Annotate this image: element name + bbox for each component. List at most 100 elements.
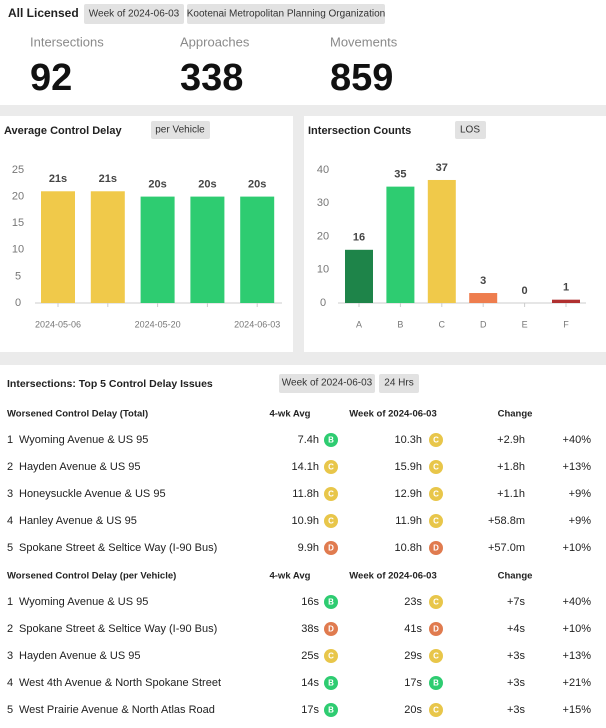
change-value: +57.0m [488,542,525,554]
intersection-name: West Prairie Avenue & North Atlas Road [19,704,215,716]
rank: 5 [7,542,13,554]
table-header: Change [498,571,533,582]
rank: 1 [7,434,13,446]
pill-text[interactable]: Week of 2024-06-03 [282,378,373,389]
pill[interactable] [151,121,210,139]
x-tick-label: 2024-05-20 [135,319,181,329]
avg-value: 14.1h [291,461,319,473]
avg-value: 11.8h [292,488,319,500]
avg-value: 16s [301,596,319,608]
los-letter: B [328,679,334,688]
value-label: 20s [148,179,166,191]
avg-value: 14s [301,677,319,689]
intersection-name: West 4th Avenue & North Spokane Street [19,677,221,689]
intersection-name: Spokane Street & Seltice Way (I-90 Bus) [19,623,217,635]
avg-value: 9.9h [298,542,319,554]
los-badge [429,703,443,717]
rank: 1 [7,596,13,608]
x-tick-label: F [563,319,569,329]
change-pct: +40% [563,596,592,608]
los-badge [429,541,443,555]
stat-value: 859 [330,57,393,99]
pill[interactable] [84,4,184,24]
value-label: 37 [436,162,448,174]
bar [386,186,415,303]
pill-text[interactable]: Kootenai Metropolitan Planning Organizat… [187,9,385,20]
los-letter: B [328,706,334,715]
pill[interactable] [279,374,375,393]
los-badge [429,460,443,474]
los-letter: C [328,517,334,526]
y-tick-label: 0 [15,297,21,309]
table-header: 4-wk Avg [269,409,310,420]
y-tick-label: 20 [317,230,329,242]
bar [190,196,225,303]
y-tick-label: 10 [12,244,24,256]
intersection-name: Wyoming Avenue & US 95 [19,434,148,446]
los-letter: D [433,544,439,553]
change-value: +4s [507,623,526,635]
pill[interactable] [379,374,419,393]
pill[interactable] [187,4,385,24]
change-pct: +9% [569,515,592,527]
los-badge [324,514,338,528]
rank: 4 [7,677,13,689]
change-value: +2.9h [497,434,525,446]
intersection-name: Hayden Avenue & US 95 [19,461,141,473]
bar [469,293,498,303]
value-label: 21s [99,173,117,185]
los-badge [324,676,338,690]
avg-value: 17s [301,704,319,716]
los-badge [324,487,338,501]
change-pct: +10% [563,542,592,554]
value-label: 21s [49,173,67,185]
x-tick-label: E [522,319,528,329]
intersection-name: Wyoming Avenue & US 95 [19,596,148,608]
issues-panel [0,365,606,728]
change-value: +3s [507,677,526,689]
week-value: 17s [404,677,422,689]
y-tick-label: 30 [317,197,329,209]
table-header: Week of 2024-06-03 [349,571,437,582]
issues-title: Intersections: Top 5 Control Delay Issue… [7,378,213,390]
change-value: +1.1h [497,488,525,500]
week-value: 12.9h [394,488,422,500]
bar [41,191,75,303]
pill-text[interactable]: LOS [460,125,480,136]
pill-text[interactable]: per Vehicle [155,125,205,136]
los-letter: C [433,598,439,607]
los-badge [429,487,443,501]
stat-value: 338 [180,57,243,99]
stat-value: 92 [30,57,72,99]
y-tick-label: 20 [12,191,24,203]
change-value: +1.8h [497,461,525,473]
change-pct: +40% [563,434,592,446]
value-label: 0 [522,285,528,297]
bar [345,249,373,303]
los-badge [429,595,443,609]
change-pct: +10% [563,623,592,635]
los-badge [429,649,443,663]
pill[interactable] [455,121,486,139]
los-letter: C [433,517,439,526]
los-letter: D [328,625,334,634]
los-badge [324,649,338,663]
change-pct: +9% [569,488,592,500]
los-badge [324,622,338,636]
pill-text[interactable]: Week of 2024-06-03 [89,9,180,20]
change-value: +58.8m [488,515,525,527]
pill-text[interactable]: 24 Hrs [384,378,413,389]
change-pct: +13% [563,461,592,473]
week-value: 23s [404,596,422,608]
table-header: Week of 2024-06-03 [349,409,437,420]
week-value: 10.3h [394,434,422,446]
los-badge [324,433,338,447]
y-tick-label: 10 [317,264,329,276]
change-value: +7s [507,596,526,608]
los-letter: B [328,598,334,607]
x-tick-label: B [397,319,403,329]
los-letter: B [328,436,334,445]
week-value: 29s [404,650,422,662]
x-tick-label: 2024-06-03 [234,319,280,329]
